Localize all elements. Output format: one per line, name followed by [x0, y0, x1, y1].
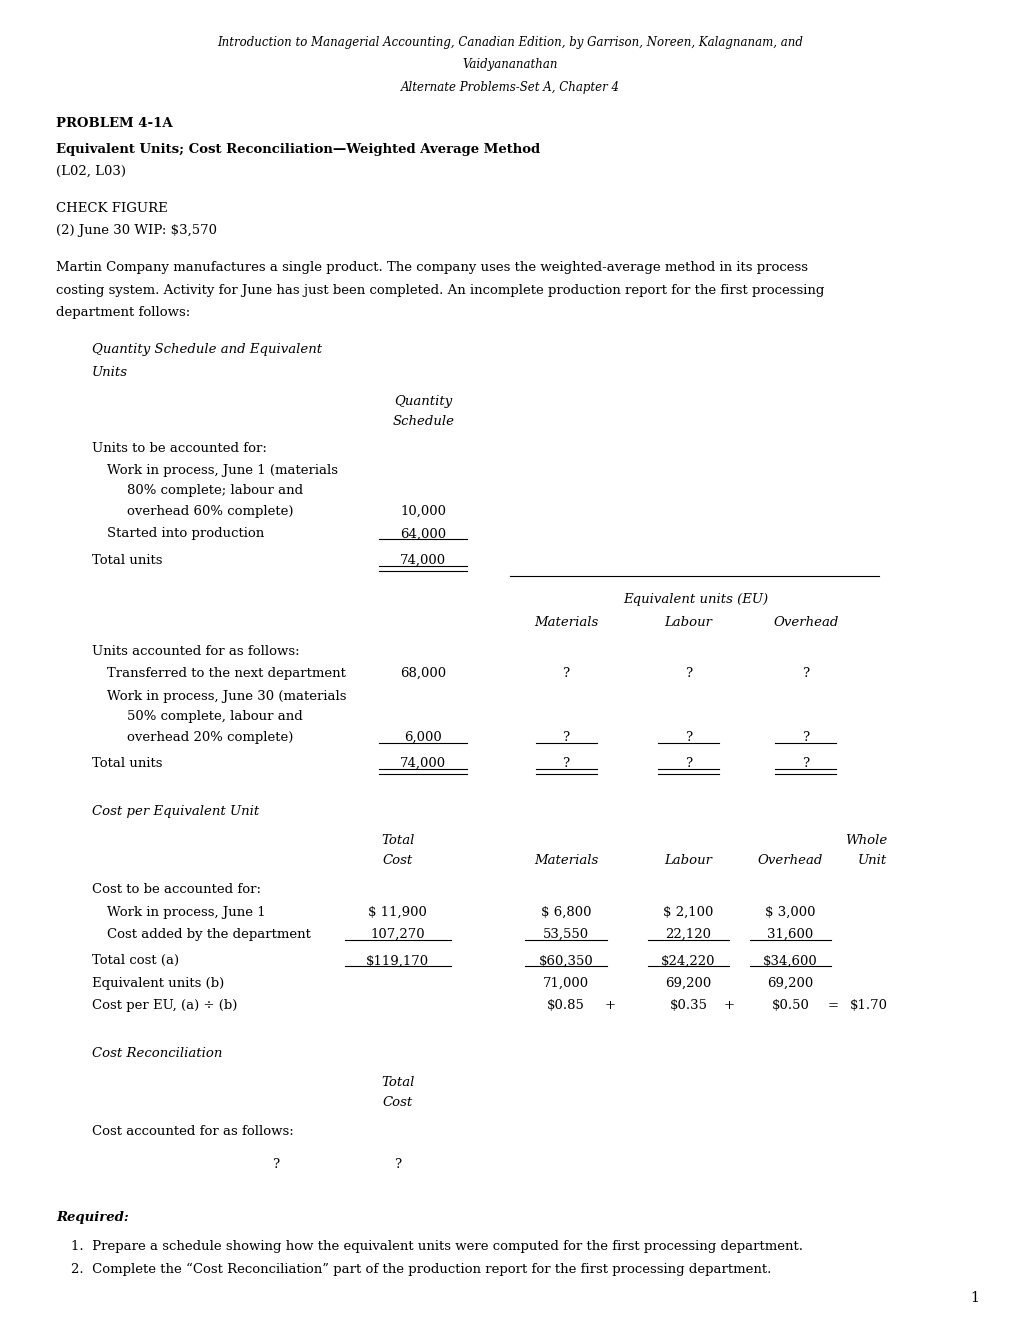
Text: $0.50: $0.50 — [770, 999, 809, 1012]
Text: Materials: Materials — [534, 616, 597, 628]
Text: Materials: Materials — [534, 854, 597, 867]
Text: ?: ? — [685, 731, 691, 743]
Text: Labour: Labour — [663, 616, 712, 628]
Text: Total units: Total units — [92, 758, 162, 770]
Text: Cost: Cost — [382, 1097, 413, 1109]
Text: $ 3,000: $ 3,000 — [764, 906, 815, 919]
Text: 69,200: 69,200 — [664, 977, 711, 990]
Text: ?: ? — [685, 758, 691, 770]
Text: $34,600: $34,600 — [762, 954, 817, 968]
Text: Equivalent units (b): Equivalent units (b) — [92, 977, 224, 990]
Text: PROBLEM 4-1A: PROBLEM 4-1A — [56, 117, 172, 131]
Text: 6,000: 6,000 — [404, 731, 442, 743]
Text: 1: 1 — [969, 1291, 978, 1305]
Text: costing system. Activity for June has just been completed. An incomplete product: costing system. Activity for June has ju… — [56, 284, 823, 297]
Text: $0.35: $0.35 — [668, 999, 707, 1012]
Text: Units: Units — [92, 366, 127, 379]
Text: Cost accounted for as follows:: Cost accounted for as follows: — [92, 1126, 293, 1138]
Text: 80% complete; labour and: 80% complete; labour and — [127, 484, 304, 498]
Text: Started into production: Started into production — [107, 528, 264, 540]
Text: Work in process, June 1 (materials: Work in process, June 1 (materials — [107, 465, 337, 477]
Text: Units to be accounted for:: Units to be accounted for: — [92, 442, 266, 454]
Text: =: = — [827, 999, 838, 1012]
Text: 22,120: 22,120 — [664, 928, 711, 941]
Text: ?: ? — [802, 758, 808, 770]
Text: Labour: Labour — [663, 854, 712, 867]
Text: 53,550: 53,550 — [542, 928, 589, 941]
Text: Total: Total — [381, 1076, 414, 1089]
Text: (L02, L03): (L02, L03) — [56, 165, 126, 178]
Text: Cost Reconciliation: Cost Reconciliation — [92, 1047, 222, 1060]
Text: ?: ? — [272, 1159, 278, 1171]
Text: Martin Company manufactures a single product. The company uses the weighted-aver: Martin Company manufactures a single pro… — [56, 261, 807, 275]
Text: Alternate Problems-Set A, Chapter 4: Alternate Problems-Set A, Chapter 4 — [400, 81, 619, 94]
Text: CHECK FIGURE: CHECK FIGURE — [56, 202, 168, 215]
Text: Work in process, June 1: Work in process, June 1 — [107, 906, 266, 919]
Text: $119,170: $119,170 — [366, 954, 429, 968]
Text: $ 11,900: $ 11,900 — [368, 906, 427, 919]
Text: ?: ? — [562, 758, 569, 770]
Text: ?: ? — [394, 1159, 400, 1171]
Text: 68,000: 68,000 — [399, 668, 446, 680]
Text: Cost: Cost — [382, 854, 413, 867]
Text: 1.  Prepare a schedule showing how the equivalent units were computed for the fi: 1. Prepare a schedule showing how the eq… — [71, 1241, 803, 1253]
Text: 31,600: 31,600 — [766, 928, 813, 941]
Text: Quantity Schedule and Equivalent: Quantity Schedule and Equivalent — [92, 343, 322, 356]
Text: +: + — [723, 999, 734, 1012]
Text: Cost added by the department: Cost added by the department — [107, 928, 311, 941]
Text: 69,200: 69,200 — [766, 977, 813, 990]
Text: 74,000: 74,000 — [399, 758, 446, 770]
Text: Units accounted for as follows:: Units accounted for as follows: — [92, 645, 300, 657]
Text: $60,350: $60,350 — [538, 954, 593, 968]
Text: Equivalent Units; Cost Reconciliation—Weighted Average Method: Equivalent Units; Cost Reconciliation—We… — [56, 143, 540, 156]
Text: Equivalent units (EU): Equivalent units (EU) — [623, 594, 768, 606]
Text: 64,000: 64,000 — [399, 528, 446, 540]
Text: Cost to be accounted for:: Cost to be accounted for: — [92, 883, 261, 896]
Text: ?: ? — [802, 668, 808, 680]
Text: $24,220: $24,220 — [660, 954, 715, 968]
Text: ?: ? — [685, 668, 691, 680]
Text: Cost per Equivalent Unit: Cost per Equivalent Unit — [92, 805, 259, 817]
Text: Overhead: Overhead — [772, 616, 838, 628]
Text: Unit: Unit — [857, 854, 887, 867]
Text: $0.85: $0.85 — [546, 999, 585, 1012]
Text: overhead 20% complete): overhead 20% complete) — [127, 731, 293, 743]
Text: Overhead: Overhead — [757, 854, 822, 867]
Text: 50% complete, labour and: 50% complete, labour and — [127, 710, 303, 723]
Text: ?: ? — [562, 668, 569, 680]
Text: Total units: Total units — [92, 554, 162, 566]
Text: Total: Total — [381, 834, 414, 846]
Text: ?: ? — [802, 731, 808, 743]
Text: department follows:: department follows: — [56, 306, 191, 319]
Text: overhead 60% complete): overhead 60% complete) — [127, 506, 293, 517]
Text: Whole: Whole — [845, 834, 887, 846]
Text: ?: ? — [562, 731, 569, 743]
Text: Transferred to the next department: Transferred to the next department — [107, 668, 345, 680]
Text: Introduction to Managerial Accounting, Canadian Edition, by Garrison, Noreen, Ka: Introduction to Managerial Accounting, C… — [217, 36, 802, 49]
Text: +: + — [604, 999, 614, 1012]
Text: $ 2,100: $ 2,100 — [662, 906, 713, 919]
Text: Required:: Required: — [56, 1212, 128, 1224]
Text: 107,270: 107,270 — [370, 928, 425, 941]
Text: 71,000: 71,000 — [542, 977, 589, 990]
Text: $ 6,800: $ 6,800 — [540, 906, 591, 919]
Text: 2.  Complete the “Cost Reconciliation” part of the production report for the fir: 2. Complete the “Cost Reconciliation” pa… — [71, 1263, 771, 1276]
Text: (2) June 30 WIP: $3,570: (2) June 30 WIP: $3,570 — [56, 224, 217, 238]
Text: Cost per EU, (a) ÷ (b): Cost per EU, (a) ÷ (b) — [92, 999, 237, 1012]
Text: Vaidyananathan: Vaidyananathan — [462, 58, 557, 71]
Text: Work in process, June 30 (materials: Work in process, June 30 (materials — [107, 690, 346, 702]
Text: Total cost (a): Total cost (a) — [92, 954, 178, 968]
Text: Quantity: Quantity — [393, 395, 452, 408]
Text: 74,000: 74,000 — [399, 554, 446, 566]
Text: Schedule: Schedule — [392, 416, 453, 428]
Text: 10,000: 10,000 — [399, 506, 446, 517]
Text: $1.70: $1.70 — [849, 999, 887, 1012]
